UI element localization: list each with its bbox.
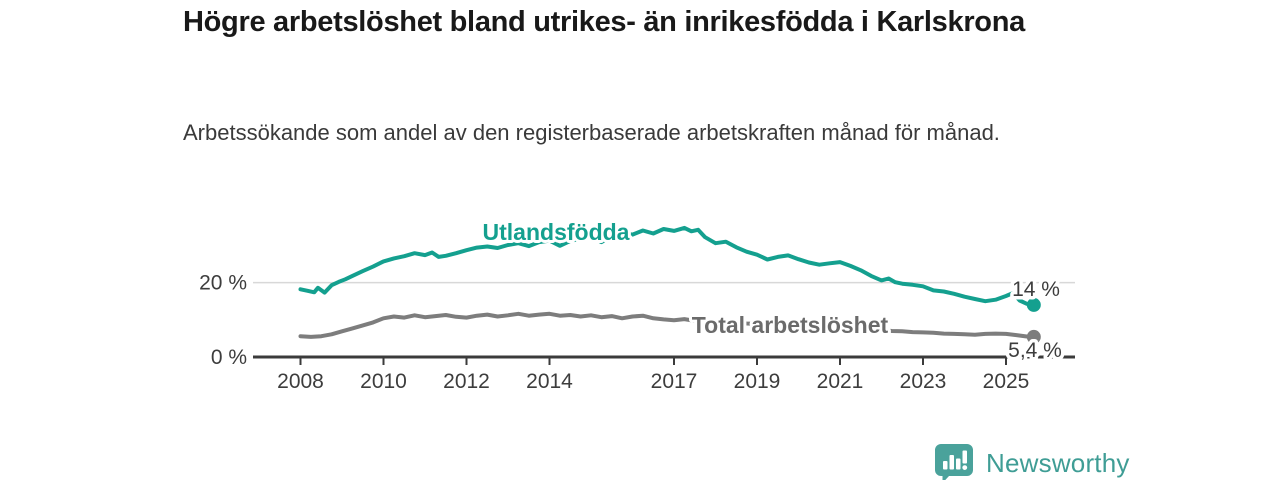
newsworthy-logo-text: Newsworthy: [986, 447, 1130, 478]
series-label: Total arbetslöshet: [692, 312, 889, 338]
x-tick-label: 2019: [734, 370, 781, 393]
series-label: Utlandsfödda: [483, 219, 630, 245]
series-line-total: [298, 311, 1036, 339]
y-tick-label: 0 %: [211, 346, 247, 369]
newsworthy-logo-icon: [935, 444, 973, 480]
x-tick-label: 2010: [360, 370, 407, 393]
page-title: Högre arbetslöshet bland utrikes- än inr…: [183, 6, 1025, 38]
x-tick-label: 2017: [651, 370, 698, 393]
x-tick-label: 2014: [526, 370, 573, 393]
series-end-label: 5,4 %: [1008, 339, 1062, 362]
series-end-dot: [1026, 297, 1041, 312]
y-tick-label: 20 %: [199, 272, 247, 295]
x-tick-label: 2008: [277, 370, 324, 393]
x-tick-label: 2021: [817, 370, 864, 393]
x-tick-label: 2012: [443, 370, 490, 393]
series-end-dot: [1026, 329, 1041, 344]
newsworthy-branding: Newsworthy: [933, 442, 1130, 480]
series-end-label: 14 %: [1012, 278, 1060, 301]
x-tick-label: 2025: [983, 370, 1030, 393]
x-tick-label: 2023: [900, 370, 947, 393]
chart-subtitle: Arbetssökande som andel av den registerb…: [183, 120, 1000, 145]
series-line-utlandsfodda: [298, 225, 1036, 307]
